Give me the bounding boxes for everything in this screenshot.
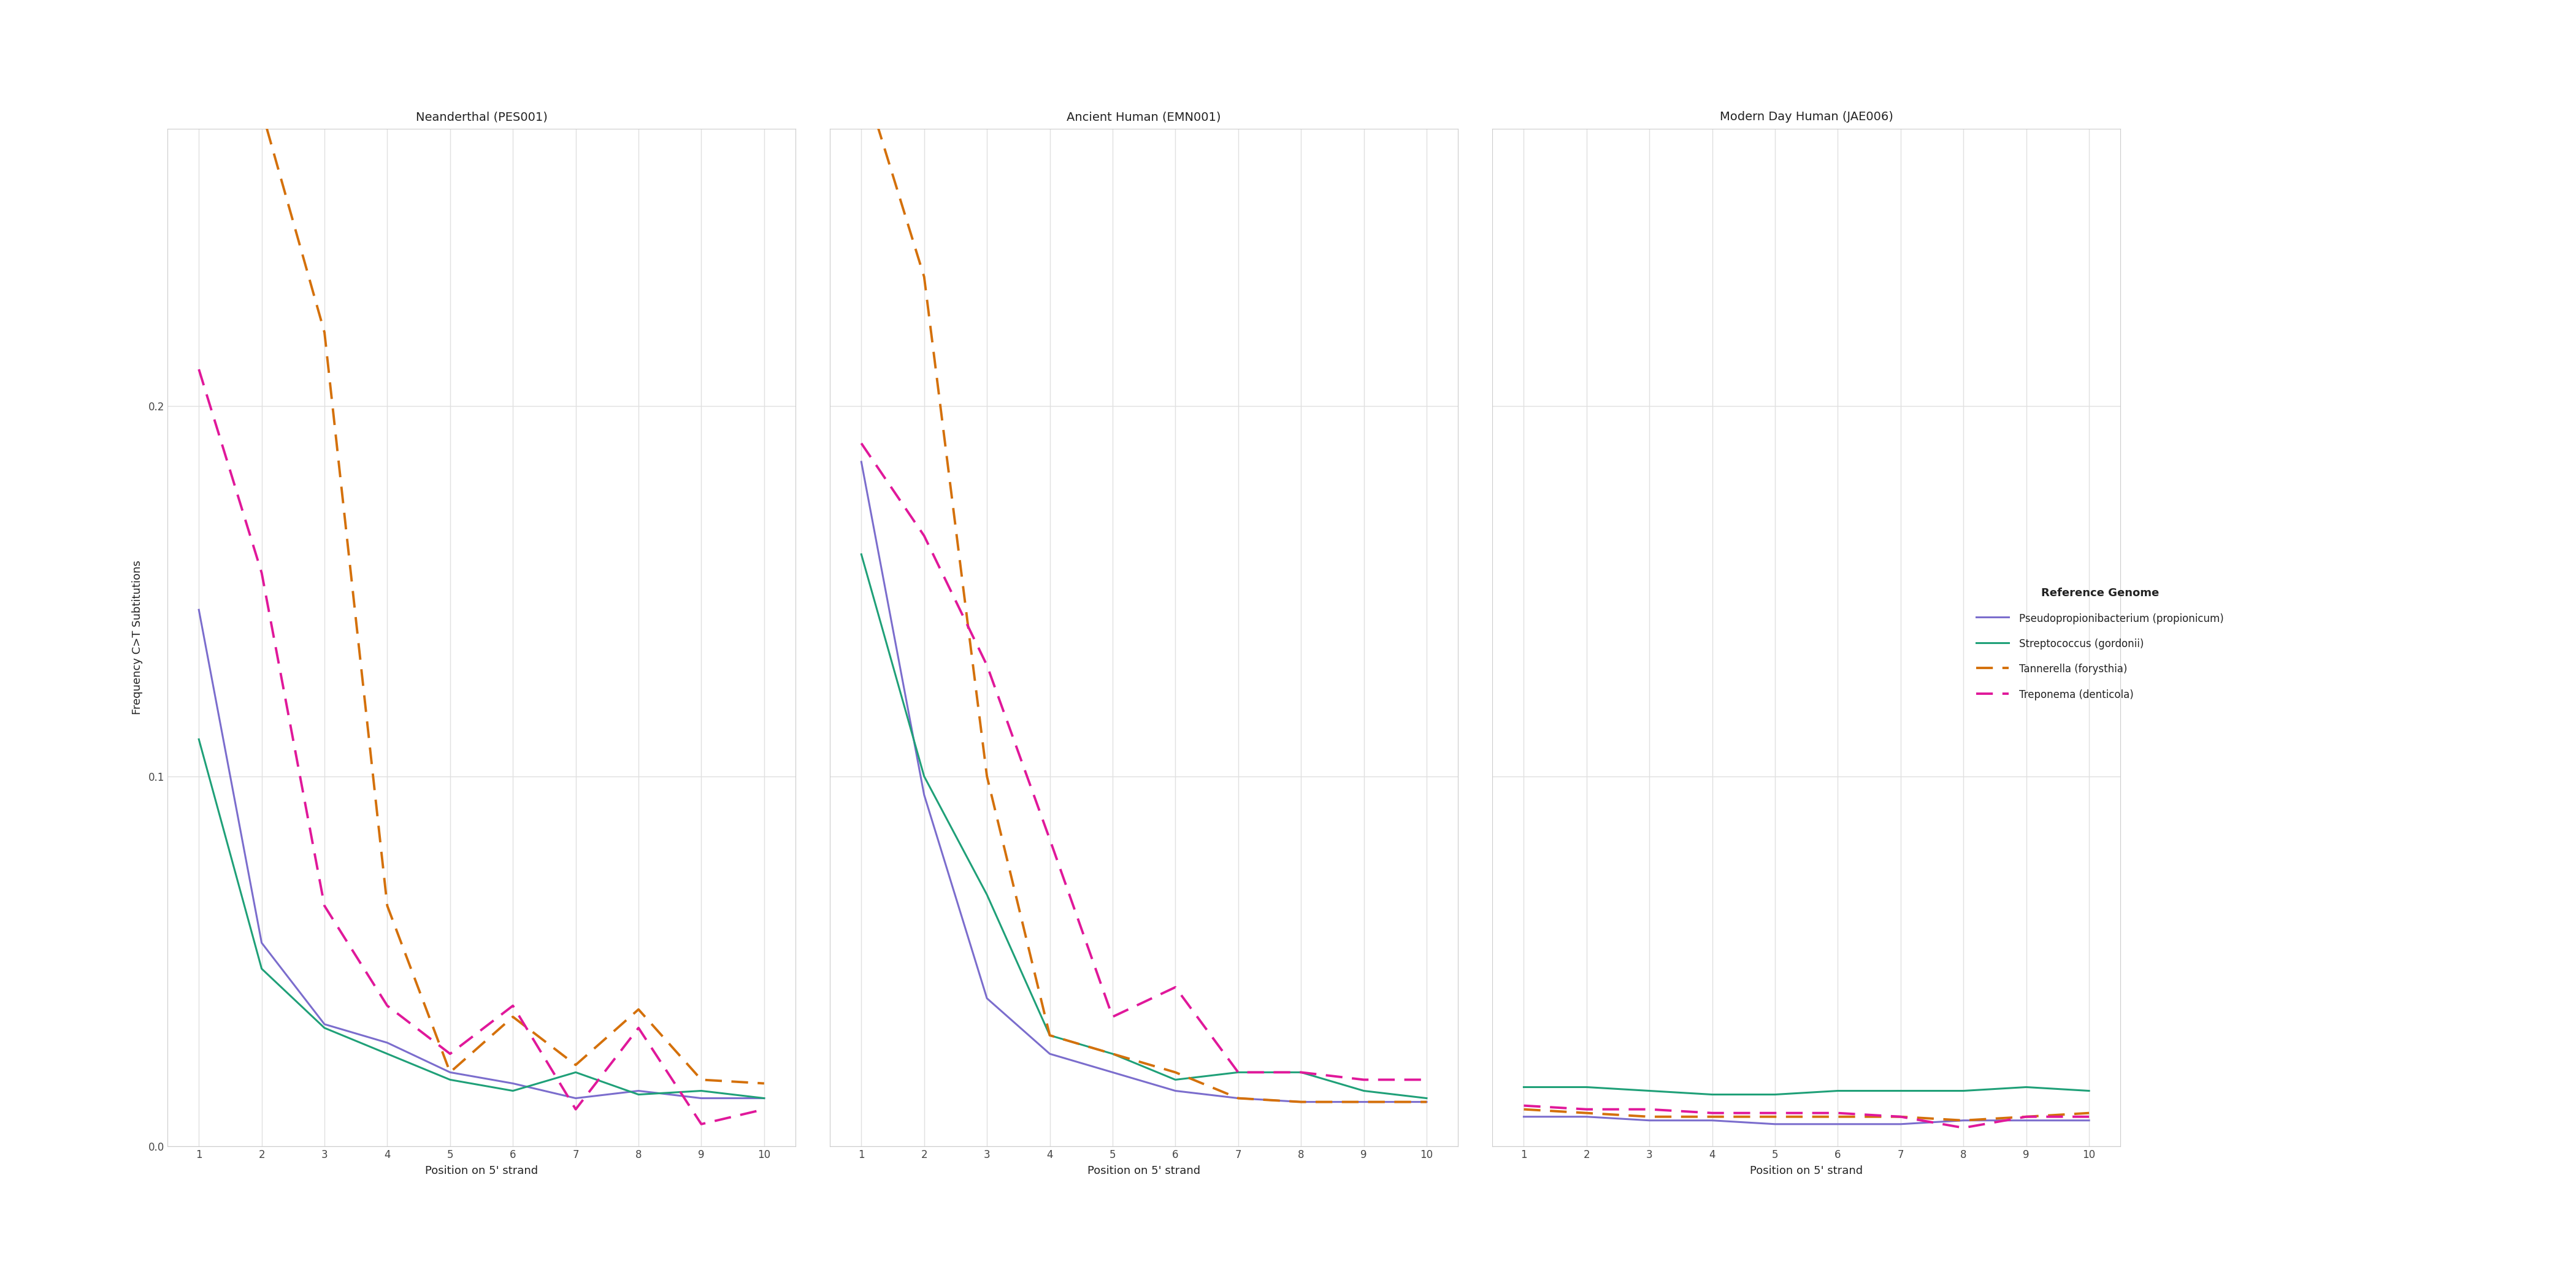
X-axis label: Position on 5' strand: Position on 5' strand xyxy=(1087,1166,1200,1176)
X-axis label: Position on 5' strand: Position on 5' strand xyxy=(425,1166,538,1176)
X-axis label: Position on 5' strand: Position on 5' strand xyxy=(1749,1166,1862,1176)
Title: Ancient Human (EMN001): Ancient Human (EMN001) xyxy=(1066,111,1221,122)
Title: Modern Day Human (JAE006): Modern Day Human (JAE006) xyxy=(1721,111,1893,122)
Legend: Pseudopropionibacterium (propionicum), Streptococcus (gordonii), Tannerella (for: Pseudopropionibacterium (propionicum), S… xyxy=(1968,580,2231,708)
Title: Neanderthal (PES001): Neanderthal (PES001) xyxy=(415,111,546,122)
Y-axis label: Frequency C>T Subtitutions: Frequency C>T Subtitutions xyxy=(131,560,144,715)
